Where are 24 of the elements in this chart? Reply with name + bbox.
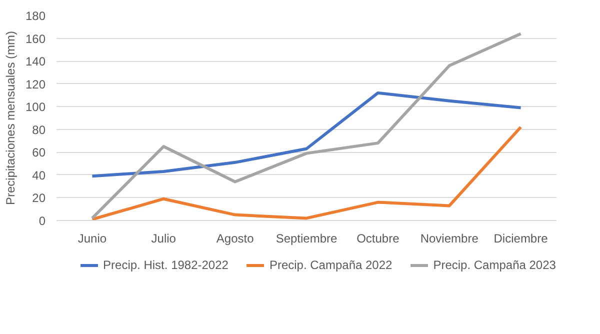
legend-label: Precip. Campaña 2022 (269, 258, 392, 272)
x-tick-label: Septiembre (276, 232, 338, 246)
x-tick-label: Julio (151, 232, 176, 246)
line-series (90, 91, 522, 178)
x-tick-label: Octubre (356, 232, 400, 246)
y-tick-label: 180 (25, 9, 46, 23)
x-tick-label: Noviembre (420, 232, 479, 246)
legend-label: Precip. Campaña 2023 (433, 258, 556, 272)
y-tick-label: 140 (25, 54, 46, 69)
y-tick-label: 100 (25, 100, 46, 114)
y-axis-title: Precipitaciones mensuales (mm) (3, 30, 18, 206)
y-tick-label: 60 (32, 146, 46, 160)
y-tick-label: 0 (38, 214, 46, 228)
y-tick-label: 160 (25, 32, 46, 46)
y-tick-label: 80 (32, 122, 46, 137)
x-tick-label: Junio (78, 232, 107, 246)
x-tick-label: Diciembre (494, 232, 548, 246)
y-tick-label: 120 (25, 77, 46, 92)
y-tick-label: 20 (32, 191, 46, 206)
x-tick-label: Agosto (216, 232, 254, 246)
legend-label: Precip. Hist. 1982-2022 (103, 258, 228, 272)
y-tick-label: 40 (32, 168, 46, 182)
line-series (90, 126, 522, 220)
line-series (90, 32, 522, 220)
